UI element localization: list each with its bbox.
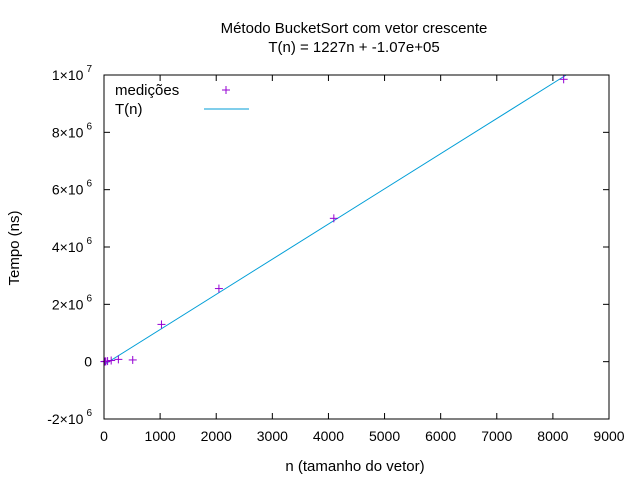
data-point-9 <box>329 214 338 223</box>
y-tick-label-0: -2×10 6 <box>47 408 92 427</box>
legend-label-fit: T(n) <box>115 101 143 118</box>
x-tick-label-1: 1000 <box>145 428 176 444</box>
plot-frame <box>103 74 610 420</box>
x-tick-label-8: 8000 <box>537 428 568 444</box>
legend: medições T(n) <box>115 82 249 118</box>
y-tick-label-1: 0 <box>84 354 92 370</box>
legend-point-symbol <box>222 86 230 94</box>
data-point-10 <box>559 75 568 84</box>
x-tick-label-2: 2000 <box>201 428 232 444</box>
x-tick-label-6: 6000 <box>425 428 456 444</box>
data-point-4 <box>107 356 116 365</box>
plot-area: 0 1000 2000 3000 4000 5000 6000 7000 8000 9000 -2×… <box>47 64 625 444</box>
y-tick-label-2: 2×10 6 <box>52 293 93 312</box>
x-axis-title: n (tamanho do vetor) <box>285 458 424 475</box>
y-tick-label-5: 8×10 6 <box>52 121 93 140</box>
fit-line <box>103 74 567 366</box>
x-tick-label-9: 9000 <box>593 428 624 444</box>
x-tick-label-5: 5000 <box>369 428 400 444</box>
data-point-8 <box>214 284 223 293</box>
x-tick-label-4: 4000 <box>313 428 344 444</box>
data-point-5 <box>114 355 123 364</box>
data-point-3 <box>103 357 112 366</box>
chart-title: Método BucketSort com vetor crescente <box>221 20 488 37</box>
x-tick-label-3: 3000 <box>257 428 288 444</box>
legend-label-measurements: medições <box>115 82 179 99</box>
data-point-7 <box>157 320 166 329</box>
y-axis-title: Tempo (ns) <box>6 210 23 285</box>
data-point-6 <box>128 355 137 364</box>
y-tick-label-4: 6×10 6 <box>52 179 93 198</box>
y-tick-label-3: 4×10 6 <box>52 236 93 255</box>
legend-marker-measurements <box>222 86 230 94</box>
x-tick-label-0: 0 <box>100 428 108 444</box>
chart-subtitle: T(n) = 1227n + -1.07e+05 <box>268 39 439 56</box>
x-tick-label-7: 7000 <box>481 428 512 444</box>
y-tick-label-6: 1×10 7 <box>52 64 93 83</box>
